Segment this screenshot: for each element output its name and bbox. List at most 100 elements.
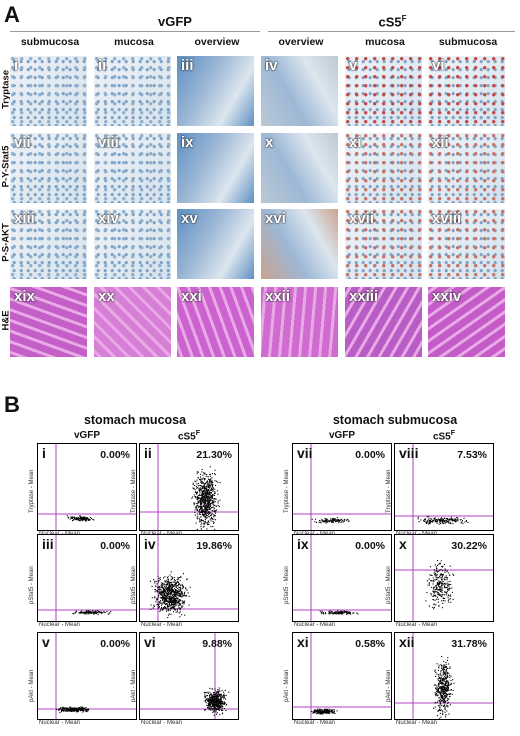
plot-percentage: 19.86%: [196, 540, 232, 552]
micrograph-tile: xxiii: [345, 287, 422, 357]
column-label-4: mucosa: [365, 36, 405, 48]
micrograph-tile: xviii: [428, 209, 505, 279]
event-dots: [319, 610, 359, 615]
y-axis-label: pAkt - Mean: [284, 669, 290, 702]
micrograph-tile: xvi: [261, 209, 338, 279]
micrograph-tile: viii: [94, 133, 171, 203]
tile-number: vi: [432, 57, 445, 74]
plot-percentage: 0.00%: [100, 540, 130, 552]
column-label-3: overview: [278, 36, 324, 48]
flow-column-label-0: vGFP: [73, 430, 101, 441]
tile-number: ii: [98, 57, 107, 74]
x-axis-label: Nuclear - Mean: [39, 720, 81, 726]
plot-number: v: [42, 634, 50, 650]
micrograph-tile: xi: [345, 133, 422, 203]
x-axis-label: Nuclear - Mean: [396, 622, 438, 628]
micrograph-texture: [261, 209, 338, 279]
plot-number: xi: [297, 634, 309, 650]
tile-number: i: [14, 57, 19, 74]
micrograph-texture: [10, 287, 87, 357]
event-dots: [66, 515, 95, 522]
micrograph-tile: xii: [428, 133, 505, 203]
micrograph-tile: iv: [261, 56, 338, 126]
micrograph-tile: iii: [177, 56, 254, 126]
micrograph-texture: [177, 209, 254, 279]
micrograph-texture: [428, 133, 505, 203]
panel-b-letter: B: [4, 392, 20, 417]
tile-number: xix: [14, 288, 35, 305]
plot-percentage: 0.00%: [100, 449, 130, 461]
tile-number: ix: [181, 134, 194, 151]
column-label-1: mucosa: [114, 36, 154, 48]
micrograph-texture: [177, 133, 254, 203]
micrograph-tile: vi: [428, 56, 505, 126]
scatter-svg: [38, 633, 136, 719]
micrograph-tile: xix: [10, 287, 87, 357]
micrograph-tile: xx: [94, 287, 171, 357]
tile-number: xii: [432, 134, 449, 151]
y-axis-label: Tryptase - Mean: [386, 469, 392, 513]
tile-number: iv: [265, 57, 278, 74]
event-dots: [425, 560, 455, 610]
tile-number: x: [265, 134, 274, 151]
plot-percentage: 0.58%: [355, 638, 385, 650]
plot-number: vi: [144, 634, 156, 650]
flow-cytometry-plot: vi 9.88%: [139, 632, 239, 720]
column-label-5: submucosa: [438, 36, 498, 48]
flow-column-label-3: cS5F: [432, 430, 456, 443]
flow-cytometry-plot: i 0.00%: [37, 443, 137, 531]
column-label-0: submucosa: [20, 36, 80, 48]
y-axis-label: pStat5 - Mean: [29, 566, 35, 604]
plot-percentage: 21.30%: [196, 449, 232, 461]
micrograph-tile: xxiv: [428, 287, 505, 357]
tile-number: xxii: [265, 288, 291, 305]
micrograph-texture: [261, 287, 338, 357]
x-axis-label: Nuclear - Mean: [141, 720, 183, 726]
tile-number: xxiv: [432, 288, 462, 305]
flow-cytometry-plot: iii 0.00%: [37, 534, 137, 622]
scatter-svg: [38, 535, 136, 621]
group-cs5f-rule: [268, 31, 515, 32]
micrograph-texture: [345, 287, 422, 357]
micrograph-tile: xxi: [177, 287, 254, 357]
x-axis-label: Nuclear - Mean: [141, 622, 183, 628]
plot-number: i: [42, 445, 46, 461]
tile-number: v: [349, 57, 358, 74]
micrograph-texture: [345, 56, 422, 126]
scatter-svg: [140, 633, 238, 719]
scatter-svg: [395, 444, 493, 530]
flow-cytometry-plot: vii 0.00%: [292, 443, 392, 531]
panel-a-letter: A: [4, 2, 20, 27]
event-dots: [56, 706, 90, 714]
tile-number: xvi: [265, 210, 286, 227]
micrograph-tile: xxii: [261, 287, 338, 357]
event-dots: [72, 610, 112, 615]
flow-column-label-2: vGFP: [328, 430, 356, 441]
group-vgfp-label: vGFP: [158, 14, 192, 29]
micrograph-tile: xvii: [345, 209, 422, 279]
micrograph-tile: xv: [177, 209, 254, 279]
scatter-svg: [140, 444, 238, 530]
tile-number: xvii: [349, 210, 375, 227]
tile-number: xxiii: [349, 288, 379, 305]
micrograph-texture: [345, 209, 422, 279]
y-axis-label: pAkt - Mean: [386, 669, 392, 702]
flow-cytometry-plot: x 30.22%: [394, 534, 494, 622]
micrograph-texture: [177, 56, 254, 126]
flow-column-label-1: cS5F: [177, 430, 201, 443]
event-dots: [149, 571, 191, 619]
plot-percentage: 0.00%: [355, 449, 385, 461]
plot-number: iii: [42, 536, 54, 552]
tile-number: xxi: [181, 288, 202, 305]
micrograph-tile: xiv: [94, 209, 171, 279]
scatter-svg: [293, 633, 391, 719]
flow-cytometry-plot: xi 0.58%: [292, 632, 392, 720]
y-axis-label: pStat5 - Mean: [131, 566, 137, 604]
tile-number: xiii: [14, 210, 35, 227]
scatter-svg: [140, 535, 238, 621]
micrograph-texture: [94, 56, 171, 126]
micrograph-tile: x: [261, 133, 338, 203]
y-axis-label: Tryptase - Mean: [284, 469, 290, 513]
tile-number: xi: [349, 134, 362, 151]
plot-percentage: 0.00%: [355, 540, 385, 552]
